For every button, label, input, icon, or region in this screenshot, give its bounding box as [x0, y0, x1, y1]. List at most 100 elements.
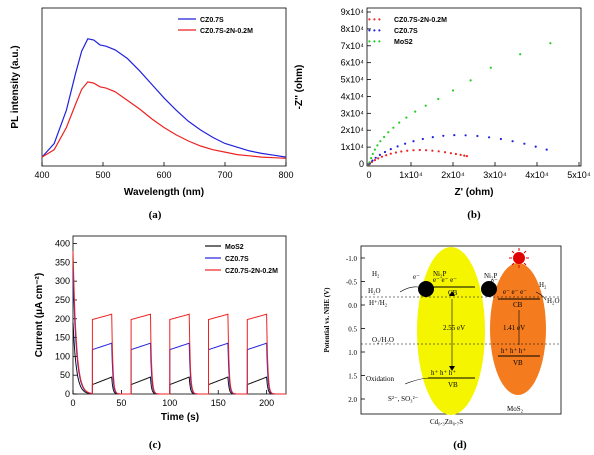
- mos2-holes: h⁺ h⁺ h⁺: [501, 347, 526, 355]
- panel-c-legend: MoS2 CZ0.7S CZ0.7S-2N-0.2M: [205, 244, 278, 275]
- ni2p-right-particle: [481, 281, 497, 297]
- material-left-label: Cd₀.₃Zn₀.₇S: [430, 418, 463, 426]
- panel-d-ytick: 0.5: [348, 326, 357, 334]
- panel-b-point-s2: [376, 144, 379, 147]
- panel-c-series-0: [72, 322, 286, 395]
- h2-right-label: H₂: [539, 281, 547, 289]
- panel-a-series-0: [41, 38, 287, 158]
- cdzns-gap: 2.55 eV: [443, 324, 465, 332]
- h2o-right-label: H₂O: [547, 297, 560, 305]
- panel-d-ytick: 0.0: [348, 302, 357, 310]
- panel-b-ytick: 5x10⁴: [341, 75, 365, 85]
- panel-c-ytick: 250: [55, 295, 70, 305]
- cdzns-electrons: e⁻ e⁻ e⁻: [433, 276, 457, 284]
- legend-c-cz07s: CZ0.7S: [225, 256, 249, 263]
- panel-c-ytick: 0: [65, 389, 70, 399]
- panel-c-ytick: 150: [55, 333, 70, 343]
- panel-c-ytick: 350: [55, 257, 70, 267]
- legend-b-red-dots: • • •: [368, 15, 381, 24]
- legend-b-blue-dots: • • •: [368, 26, 381, 35]
- panel-b-point-s2: [373, 148, 376, 151]
- panel-b-point-s2: [387, 131, 390, 134]
- panel-c-label: (c): [149, 439, 162, 451]
- legend-b-cz07s: CZ0.7S: [394, 28, 418, 35]
- panel-b-point-s0: [394, 151, 397, 154]
- panel-d-ytick: -1.0: [346, 255, 358, 263]
- panel-b-point-s1: [523, 142, 526, 145]
- panel-a-ylabel: PL intensity (a.u.): [10, 45, 21, 128]
- panel-b-point-s0: [412, 149, 415, 152]
- panel-b-point-s1: [464, 134, 467, 137]
- h2-left-label: H₂: [372, 270, 380, 278]
- panel-c-ytick: 100: [55, 351, 70, 361]
- legend-a-cz07s-2n: CZ0.7S-2N-0.2M: [200, 28, 253, 35]
- panel-b-point-s1: [453, 134, 456, 137]
- panel-c-frame: [72, 235, 287, 395]
- ni2p-left-label: Ni₂P: [433, 270, 446, 278]
- panel-b-point-s0: [380, 155, 384, 158]
- panel-b-xtick: 0: [366, 170, 371, 180]
- panel-b-label: (b): [467, 209, 481, 221]
- panel-b-legend: • • • CZ0.7S-2N-0.2M • • • CZ0.7S • • • …: [368, 15, 447, 46]
- panel-b-ytick: 2x10⁴: [341, 125, 365, 135]
- panel-c-xtick: 100: [162, 398, 177, 408]
- panel-b-xlabel: Z' (ohm): [454, 187, 493, 198]
- legend-c-cz07s-2n: CZ0.7S-2N-0.2M: [225, 268, 278, 275]
- panel-b-ytick: 3x10⁴: [341, 108, 365, 118]
- panel-a-xtick: 400: [34, 170, 49, 180]
- legend-b-mos2: MoS2: [394, 39, 413, 46]
- panel-a-xtick: 500: [95, 170, 110, 180]
- panel-b-ytick: 1x10⁴: [341, 142, 365, 152]
- oxidation-arrow: [404, 377, 431, 385]
- panel-b-point-s1: [545, 148, 548, 151]
- panel-b-ytick: 9x10⁴: [341, 7, 365, 17]
- panel-b-point-s2: [451, 89, 455, 92]
- panel-a-xtick: 600: [156, 170, 171, 180]
- material-right-label: MoS₂: [507, 405, 524, 413]
- panel-b-point-s1: [442, 134, 445, 137]
- panel-b-xtick: 2x10⁴: [441, 170, 465, 180]
- h-plus-h2-label: H⁺/H₂: [369, 299, 388, 307]
- panel-b-point-s2: [379, 140, 382, 143]
- panel-b-point-s1: [488, 136, 491, 139]
- panel-c: 0 50 100 150 200 0 50 100 150 200 250 300 350 400 Ti…: [34, 235, 287, 451]
- sun-icon: [509, 248, 529, 268]
- legend-b-green-dots: • • •: [368, 37, 381, 46]
- panel-a-xtick: 800: [278, 170, 293, 180]
- panel-c-ylabel: Current (μA cm⁻²): [34, 273, 45, 357]
- panel-b-point-s2: [370, 157, 373, 160]
- panel-b-point-s0: [406, 149, 409, 152]
- electron-left-label: e⁻: [413, 273, 420, 281]
- ni2p-left-particle: [418, 281, 434, 297]
- panel-b-point-s0: [389, 152, 392, 155]
- panel-b-point-s2: [414, 110, 417, 113]
- legend-b-cz07s-2n: CZ0.7S-2N-0.2M: [394, 17, 447, 24]
- panel-c-series-1: [72, 269, 286, 395]
- mos2-gap: 1.41 eV: [503, 324, 525, 332]
- panel-b-point-s2: [519, 53, 522, 56]
- panel-b-ytick: 6x10⁴: [341, 58, 365, 68]
- panel-c-xtick: 50: [116, 398, 126, 408]
- panel-b-point-s1: [378, 153, 381, 156]
- panel-b-point-s0: [463, 154, 466, 157]
- panel-d-ytick: 2.0: [348, 396, 357, 404]
- mos2-electrons: e⁻ e⁻ e⁻: [503, 288, 527, 296]
- panel-b-point-s1: [374, 156, 377, 159]
- panel-b-point-s0: [373, 159, 376, 162]
- panel-b-point-s2: [405, 116, 408, 119]
- transfer-arrow-left: [399, 286, 419, 293]
- panel-b-ylabel: -Z'' (ohm): [294, 65, 305, 110]
- o2-h2o-label: O₂/H₂O: [372, 336, 394, 344]
- mos2-ellipse: [490, 263, 546, 395]
- panel-b-point-s1: [412, 140, 415, 143]
- panel-b-ytick: 8x10⁴: [341, 24, 365, 34]
- panel-d-ytick: 1.0: [348, 349, 357, 357]
- panel-c-ytick: 50: [60, 370, 70, 380]
- panel-b-point-s0: [385, 154, 388, 157]
- cdzns-holes: h⁺ h⁺ h⁺: [431, 369, 456, 377]
- panel-d-frame: [360, 245, 562, 415]
- panel-b-point-s2: [383, 135, 386, 139]
- panel-b-point-s2: [371, 152, 374, 155]
- panel-b-point-s1: [396, 145, 399, 148]
- panel-b-point-s1: [476, 134, 479, 138]
